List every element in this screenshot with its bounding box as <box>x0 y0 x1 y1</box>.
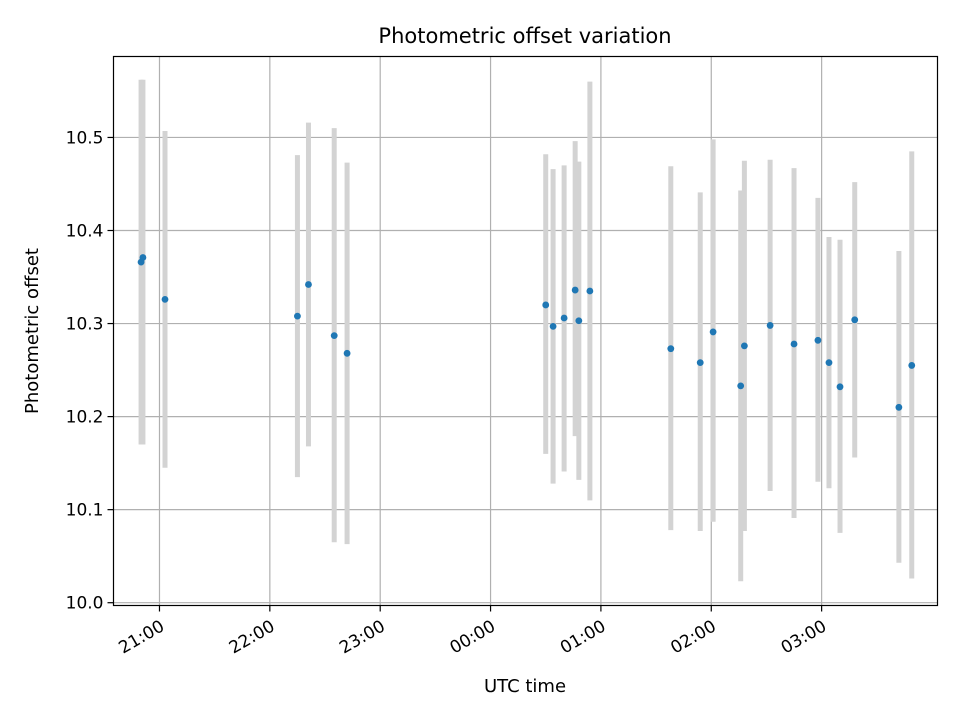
y-tick-label: 10.4 <box>66 222 104 242</box>
data-point <box>709 328 717 336</box>
data-point <box>161 295 169 303</box>
data-point <box>790 340 798 348</box>
data-point <box>343 349 351 357</box>
data-point <box>294 312 301 320</box>
grid-lines <box>113 56 938 606</box>
y-tick-label: 10.0 <box>66 594 104 614</box>
data-point <box>542 301 550 309</box>
data-point <box>586 287 594 295</box>
data-points <box>137 254 916 411</box>
data-point <box>549 322 557 330</box>
chart-title: Photometric offset variation <box>378 24 671 48</box>
data-point <box>575 317 583 325</box>
y-tick-label: 10.1 <box>66 501 104 521</box>
axis-ticks <box>107 136 823 612</box>
x-axis-title: UTC time <box>484 676 566 697</box>
y-tick-label: 10.5 <box>66 128 104 148</box>
data-point <box>740 342 748 350</box>
data-point <box>908 362 916 369</box>
y-tick-labels: 10.0 10.1 10.2 10.3 10.4 10.5 <box>66 128 104 613</box>
data-point <box>667 345 675 353</box>
data-point <box>895 403 903 411</box>
y-tick-label: 10.3 <box>66 315 104 335</box>
data-point <box>696 359 704 367</box>
y-axis-title: Photometric offset <box>22 248 43 414</box>
data-point <box>560 314 568 322</box>
y-tick-label: 10.2 <box>66 408 104 428</box>
data-point <box>825 359 833 367</box>
data-point <box>836 383 844 391</box>
data-point <box>305 281 312 288</box>
data-point <box>330 332 338 340</box>
data-point <box>571 286 579 294</box>
data-point <box>814 336 822 344</box>
data-point <box>139 254 147 261</box>
data-point <box>766 322 774 329</box>
data-point <box>737 382 745 390</box>
plot-frame <box>112 55 939 607</box>
data-point <box>851 316 859 324</box>
